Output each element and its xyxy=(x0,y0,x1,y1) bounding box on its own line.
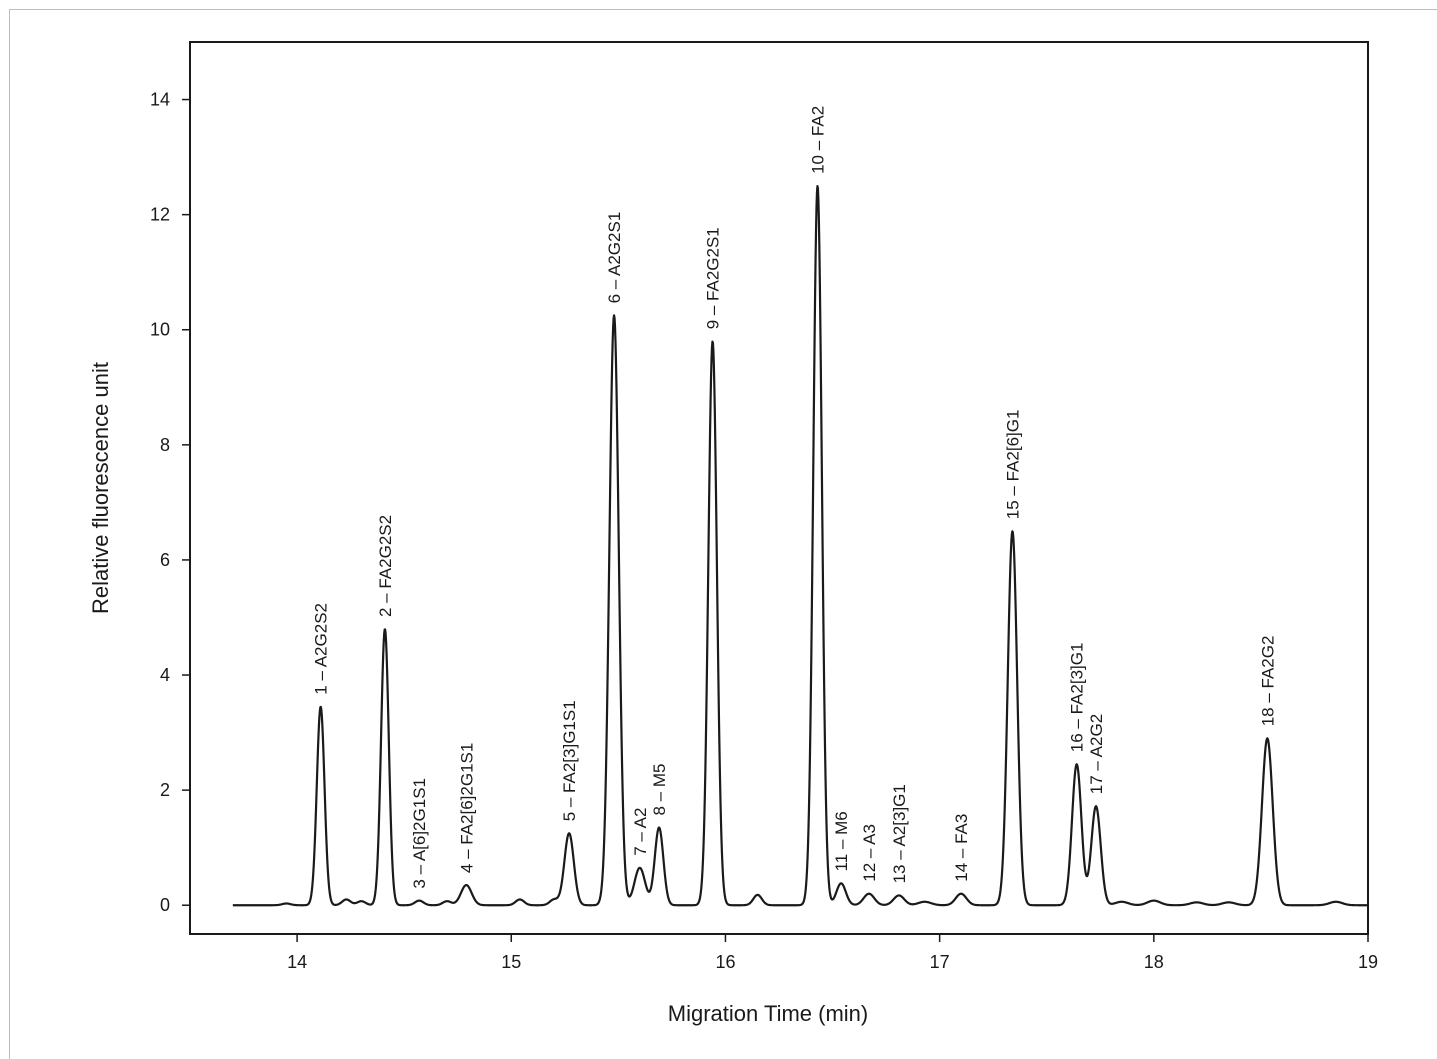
peak-label: 16 – FA2[3]G1 xyxy=(1068,643,1087,753)
x-tick-label: 18 xyxy=(1144,952,1164,972)
y-tick-label: 4 xyxy=(160,665,170,685)
peak-label: 14 – FA3 xyxy=(952,814,971,882)
y-tick-label: 10 xyxy=(150,320,170,340)
y-tick-label: 12 xyxy=(150,205,170,225)
y-tick-label: 0 xyxy=(160,895,170,915)
y-tick-label: 2 xyxy=(160,780,170,800)
plot-area-border xyxy=(189,41,1369,935)
peak-label: 18 – FA2G2 xyxy=(1258,636,1277,727)
peak-label: 17 – A2G2 xyxy=(1087,714,1106,794)
y-tick-label: 14 xyxy=(150,90,170,110)
y-axis: 0 2 4 6 8 10 12 14 xyxy=(150,90,190,915)
y-axis-title: Relative fluorescence unit xyxy=(88,362,113,614)
x-axis: 14 15 16 17 18 19 xyxy=(287,934,1378,972)
x-tick-label: 15 xyxy=(501,952,521,972)
peak-label: 3 – A[6]2G1S1 xyxy=(410,778,429,889)
peak-label: 8 – M5 xyxy=(650,764,669,816)
peak-label: 7 – A2 xyxy=(631,808,650,856)
x-axis-title: Migration Time (min) xyxy=(668,1001,868,1026)
peak-label: 5 – FA2[3]G1S1 xyxy=(560,700,579,821)
electropherogram-trace xyxy=(232,185,1369,907)
y-tick-label: 8 xyxy=(160,435,170,455)
peak-label: 12 – A3 xyxy=(860,824,879,882)
x-tick-label: 14 xyxy=(287,952,307,972)
figure-frame xyxy=(9,9,1437,1059)
peak-label: 9 – FA2G2S1 xyxy=(704,227,723,329)
x-tick-label: 16 xyxy=(715,952,735,972)
peak-label: 6 – A2G2S1 xyxy=(605,212,624,304)
x-tick-label: 17 xyxy=(930,952,950,972)
peak-label: 2 – FA2G2S2 xyxy=(376,515,395,617)
peak-label: 13 – A2[3]G1 xyxy=(890,784,909,883)
peak-label: 4 – FA2[6]2G1S1 xyxy=(457,743,476,873)
y-tick-label: 6 xyxy=(160,550,170,570)
peak-label: 10 – FA2 xyxy=(809,106,828,174)
peak-labels: 1 – A2G2S2 2 – FA2G2S2 3 – A[6]2G1S1 4 – FA… xyxy=(312,106,1278,889)
peak-label: 11 – M6 xyxy=(832,811,851,871)
x-tick-label: 19 xyxy=(1358,952,1378,972)
peak-label: 15 – FA2[6]G1 xyxy=(1004,410,1023,520)
peak-label: 1 – A2G2S2 xyxy=(312,603,331,695)
